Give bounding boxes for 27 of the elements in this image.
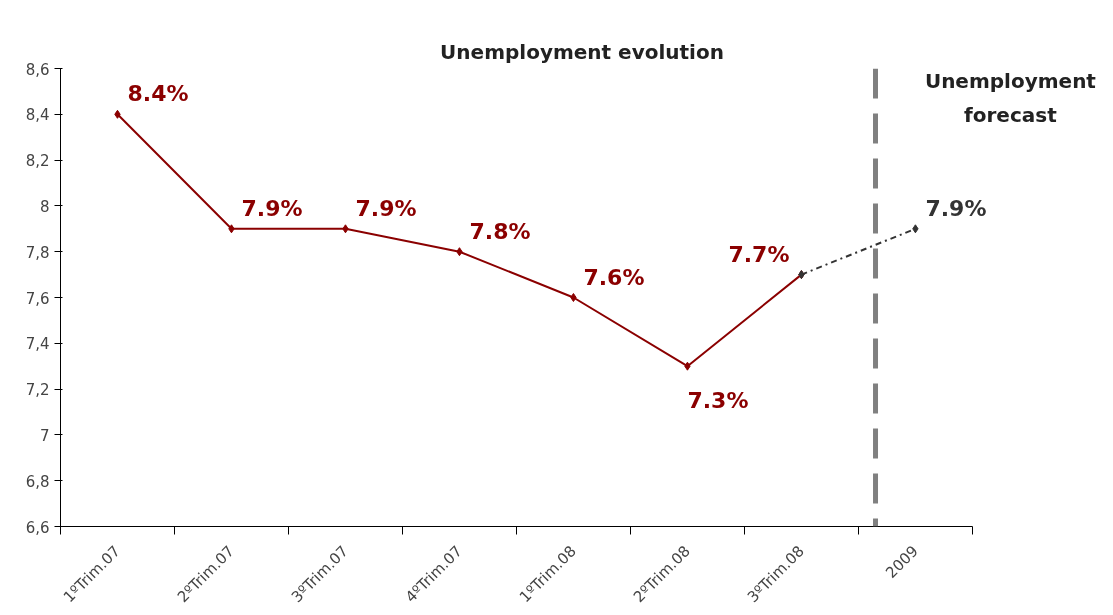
data-label: 7.9% bbox=[241, 195, 303, 221]
data-label: 7.3% bbox=[687, 388, 749, 414]
y-tick-label: 8,2 bbox=[25, 152, 50, 171]
y-tick-label: 8 bbox=[39, 197, 50, 216]
y-tick-label: 8,6 bbox=[25, 60, 50, 79]
data-label: 7.7% bbox=[728, 241, 790, 267]
y-tick-label: 6,6 bbox=[25, 518, 50, 537]
y-tick-label: 6,8 bbox=[25, 472, 50, 491]
data-label: 7.6% bbox=[583, 264, 645, 290]
data-label: 7.9% bbox=[925, 195, 987, 221]
chart-title: Unemployment evolution bbox=[440, 39, 724, 64]
y-tick-label: 7,4 bbox=[25, 335, 50, 354]
y-tick-label: 7,6 bbox=[25, 289, 50, 308]
point bbox=[342, 224, 349, 234]
point bbox=[456, 247, 463, 257]
y-tick-label: 8,4 bbox=[25, 106, 50, 125]
annotation: Unemployment forecast bbox=[924, 68, 1097, 127]
data-label: 7.8% bbox=[469, 218, 531, 244]
y-tick-label: 7,8 bbox=[25, 243, 50, 262]
y-tick-label: 7 bbox=[39, 426, 50, 445]
data-label: 8.4% bbox=[127, 81, 189, 107]
y-tick-label: 7,2 bbox=[25, 381, 50, 400]
point bbox=[114, 109, 121, 119]
point bbox=[684, 361, 691, 371]
data-label: 7.9% bbox=[355, 195, 417, 221]
point bbox=[228, 224, 235, 234]
point bbox=[570, 293, 577, 302]
